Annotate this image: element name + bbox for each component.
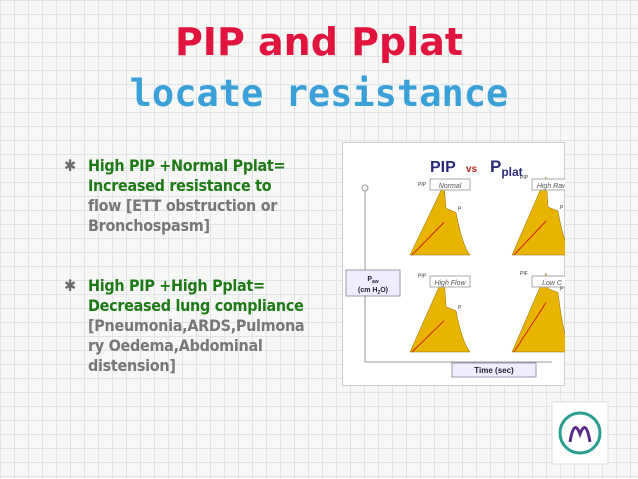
waveform	[511, 272, 565, 353]
title-sub: plat	[501, 165, 522, 179]
bullet: ✱ High PIP +High Pplat= Decreased lung c…	[64, 276, 305, 376]
pip-label: PIP	[418, 182, 427, 188]
diagram-title-left: PIP	[430, 159, 456, 176]
bullet-star: ✱	[64, 276, 76, 295]
panel-label-box	[429, 275, 471, 288]
bullet-line: High PIP +High Pplat=	[88, 276, 265, 295]
panel-label: High Flow	[434, 280, 466, 287]
bullet-line: High PIP +Normal Pplat=	[88, 156, 286, 175]
y-label-b: O)	[380, 287, 388, 294]
pplat-label: P	[560, 287, 564, 293]
bullet-line: Increased resistance to	[88, 176, 272, 195]
bullet-line: [Pneumonia,ARDS,Pulmona	[88, 316, 305, 335]
waveform	[409, 183, 471, 256]
title-p: P	[490, 157, 501, 176]
bullet-line: Decreased lung compliance	[88, 296, 304, 315]
diagram-title-vs: vs	[466, 164, 478, 175]
flow-line	[513, 302, 547, 353]
flow-line	[411, 320, 445, 353]
x-label-box	[451, 362, 537, 378]
subtitle: locate resistance	[129, 72, 509, 115]
title: PIP and Pplat	[174, 20, 464, 64]
pip-label: PIF	[520, 271, 528, 277]
logo	[551, 401, 609, 465]
diagram: PIP vs Pplat Paw (cm H2O) Time (sec) Nor…	[342, 142, 565, 386]
pip-label: PIP	[520, 175, 529, 181]
bullet-line: Bronchospasm]	[88, 216, 210, 235]
y-label-sub: aw	[372, 279, 379, 285]
y-label: Paw	[367, 276, 378, 285]
pplat-label: P	[560, 205, 564, 211]
pip-label: PIP	[418, 274, 427, 280]
bullet-line: flow [ETT obstruction or	[88, 196, 278, 215]
y-label-sub: 2	[377, 290, 380, 296]
panel-label-box	[429, 178, 471, 191]
panel-label: High Raw	[537, 183, 565, 190]
panel-label: Low C	[542, 280, 563, 287]
flow-line	[513, 220, 547, 256]
y-label-a: (cm H	[358, 287, 377, 294]
diagram-title-right: Pplat	[490, 157, 523, 179]
bullet: ✱ High PIP +Normal Pplat= Increased resi…	[64, 156, 286, 236]
axis-knob	[361, 184, 369, 192]
pplat-label: P	[458, 305, 462, 311]
logo-mark	[568, 426, 592, 443]
bullet-star: ✱	[64, 156, 76, 175]
y-label: (cm H2O)	[358, 287, 388, 296]
bullet-line: distension]	[88, 356, 176, 375]
y-label-p: P	[367, 276, 372, 283]
waveform	[511, 176, 565, 256]
panel-label-box	[531, 275, 565, 288]
panel-label: Normal	[439, 183, 462, 190]
bullet-line: ry Oedema,Abdominal	[88, 336, 263, 355]
waveform	[409, 275, 471, 353]
flow-line	[411, 222, 445, 256]
pplat-label: P	[458, 206, 462, 212]
y-label-box	[345, 269, 401, 297]
x-label: Time (sec)	[474, 366, 514, 375]
panel-label-box	[531, 178, 565, 191]
